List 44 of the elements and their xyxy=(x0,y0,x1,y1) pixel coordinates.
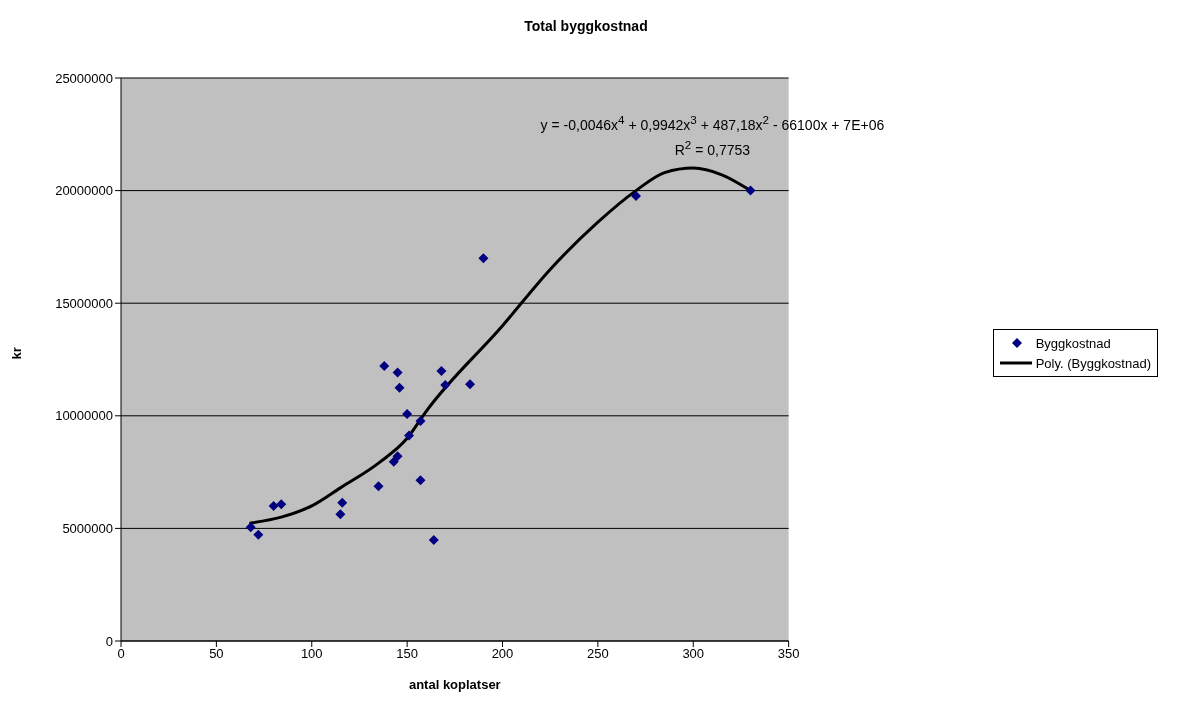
x-tick-label: 350 xyxy=(777,646,800,662)
y-tick-label: 0 xyxy=(105,633,113,649)
x-tick-label: 0 xyxy=(117,646,125,662)
x-tick-label: 50 xyxy=(209,646,224,662)
x-tick-label: 250 xyxy=(587,646,609,662)
point xyxy=(337,497,348,508)
point xyxy=(268,500,279,511)
point xyxy=(631,191,642,201)
point xyxy=(402,409,413,419)
annotation: R$^{2}$ = 0,7753 xyxy=(673,137,752,159)
point xyxy=(745,185,756,196)
point xyxy=(245,522,256,533)
y-tick-label: 25000000 xyxy=(55,70,113,86)
point xyxy=(404,430,415,441)
legend-label: Byggkostnad xyxy=(1035,335,1111,351)
x-tick-label: 300 xyxy=(682,646,705,662)
point xyxy=(415,415,426,426)
point xyxy=(253,529,264,540)
point xyxy=(440,379,451,390)
y-tick-label: 5000000 xyxy=(62,521,113,537)
x-tick-label: 100 xyxy=(300,646,323,662)
point xyxy=(379,361,390,372)
point xyxy=(392,451,403,462)
point xyxy=(388,456,399,467)
point xyxy=(373,481,384,492)
point xyxy=(335,509,346,520)
point xyxy=(478,253,489,264)
annotation: y = -0,0046x$^{4}$ + 0,9942x$^{3}$ + 487,18x$^{2}$ - 66100x + 7E+06 xyxy=(539,112,886,134)
point xyxy=(392,367,403,378)
x-tick-label: 200 xyxy=(491,646,514,662)
y-tick-label: 10000000 xyxy=(55,408,113,424)
x-axis-title: antal koplatser xyxy=(408,677,501,692)
legend-label: Poly. (Byggkostnad) xyxy=(1035,355,1151,371)
chart-title: Total byggkostnad xyxy=(523,18,649,34)
point xyxy=(394,382,405,393)
point xyxy=(415,475,426,486)
point xyxy=(276,499,287,510)
y-tick-label: 20000000 xyxy=(55,183,113,199)
x-tick-label: 150 xyxy=(396,646,418,662)
point xyxy=(465,379,476,390)
point xyxy=(436,365,447,376)
y-tick-label: 15000000 xyxy=(55,295,113,311)
point xyxy=(428,535,439,546)
y-axis-title: kr xyxy=(8,347,24,360)
